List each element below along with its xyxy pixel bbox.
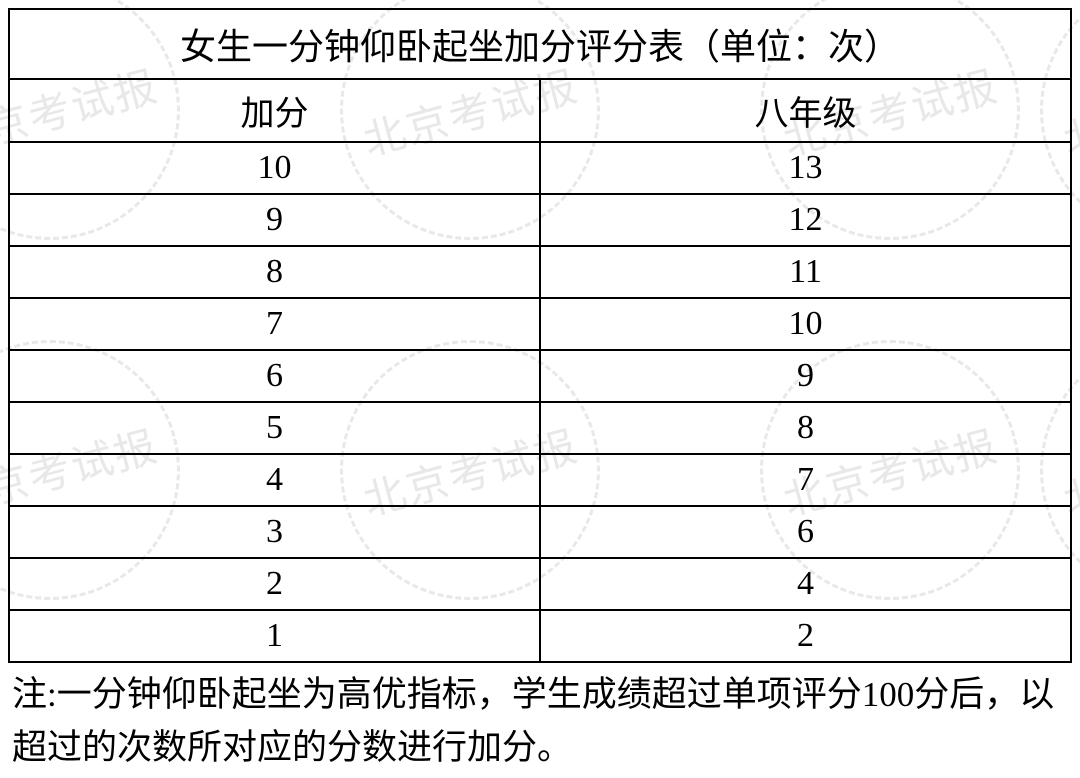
table-cell: 4 (540, 558, 1071, 610)
column-header-grade: 八年级 (540, 79, 1071, 142)
table-row: 912 (9, 194, 1071, 246)
table-cell: 10 (540, 298, 1071, 350)
table-cell: 8 (9, 246, 540, 298)
table-cell: 2 (540, 610, 1071, 662)
table-cell: 13 (540, 142, 1071, 194)
table-cell: 3 (9, 506, 540, 558)
table-row: 811 (9, 246, 1071, 298)
column-header-score: 加分 (9, 79, 540, 142)
table-body: 1013912811710695847362412 (9, 142, 1071, 662)
table-row: 24 (9, 558, 1071, 610)
table-note: 注:一分钟仰卧起坐为高优指标，学生成绩超过单项评分100分后，以超过的次数所对应… (8, 663, 1072, 778)
table-title: 女生一分钟仰卧起坐加分评分表（单位：次） (9, 9, 1071, 79)
table-row: 36 (9, 506, 1071, 558)
table-cell: 9 (540, 350, 1071, 402)
scoring-table: 女生一分钟仰卧起坐加分评分表（单位：次） 加分 八年级 101391281171… (8, 8, 1072, 663)
table-row: 47 (9, 454, 1071, 506)
table-cell: 7 (9, 298, 540, 350)
table-row: 12 (9, 610, 1071, 662)
table-cell: 10 (9, 142, 540, 194)
table-row: 69 (9, 350, 1071, 402)
table-cell: 1 (9, 610, 540, 662)
table-row: 1013 (9, 142, 1071, 194)
table-row: 58 (9, 402, 1071, 454)
table-cell: 7 (540, 454, 1071, 506)
table-cell: 8 (540, 402, 1071, 454)
table-row: 710 (9, 298, 1071, 350)
table-cell: 6 (540, 506, 1071, 558)
table-title-row: 女生一分钟仰卧起坐加分评分表（单位：次） (9, 9, 1071, 79)
table-cell: 12 (540, 194, 1071, 246)
table-cell: 5 (9, 402, 540, 454)
table-cell: 6 (9, 350, 540, 402)
table-header-row: 加分 八年级 (9, 79, 1071, 142)
table-cell: 9 (9, 194, 540, 246)
table-cell: 11 (540, 246, 1071, 298)
content-area: 女生一分钟仰卧起坐加分评分表（单位：次） 加分 八年级 101391281171… (8, 8, 1072, 778)
table-cell: 4 (9, 454, 540, 506)
table-cell: 2 (9, 558, 540, 610)
